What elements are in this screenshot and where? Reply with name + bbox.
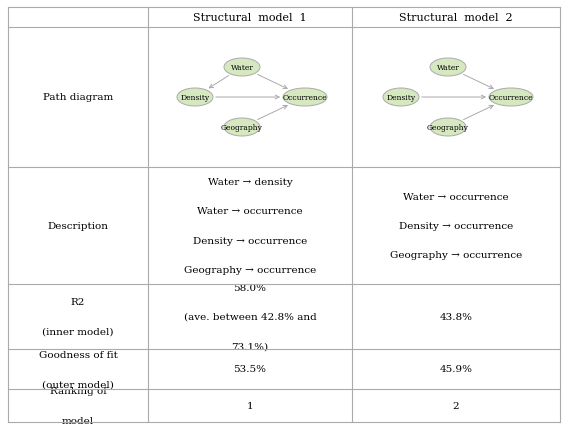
Ellipse shape (430, 59, 466, 77)
Text: 58.0%

(ave. between 42.8% and

73.1%): 58.0% (ave. between 42.8% and 73.1%) (183, 283, 316, 350)
Text: Water → density

Water → occurrence

Density → occurrence

Geography → occurrenc: Water → density Water → occurrence Densi… (184, 178, 316, 274)
Text: Occurrence: Occurrence (283, 94, 327, 102)
Text: Geography: Geography (427, 124, 469, 132)
Ellipse shape (430, 119, 466, 137)
Text: 1: 1 (247, 401, 253, 410)
Ellipse shape (224, 119, 260, 137)
Text: Structural  model  1: Structural model 1 (193, 13, 307, 23)
Text: Ranking of

model: Ranking of model (49, 387, 107, 424)
Text: 2: 2 (453, 401, 460, 410)
Text: Water: Water (437, 64, 460, 72)
Text: 43.8%: 43.8% (440, 312, 473, 321)
Text: Density: Density (181, 94, 210, 102)
Text: Path diagram: Path diagram (43, 93, 113, 102)
Text: Water: Water (231, 64, 253, 72)
Text: 53.5%: 53.5% (233, 365, 266, 374)
Ellipse shape (283, 89, 327, 107)
Text: R2

(inner model): R2 (inner model) (42, 298, 114, 336)
Ellipse shape (224, 59, 260, 77)
Text: Structural  model  2: Structural model 2 (399, 13, 513, 23)
Ellipse shape (177, 89, 213, 107)
Text: Water → occurrence

Density → occurrence

Geography → occurrence: Water → occurrence Density → occurrence … (390, 192, 522, 260)
Text: 45.9%: 45.9% (440, 365, 473, 374)
Ellipse shape (489, 89, 533, 107)
Text: Description: Description (48, 221, 108, 230)
Text: Geography: Geography (221, 124, 263, 132)
Text: Occurrence: Occurrence (488, 94, 533, 102)
Text: Density: Density (386, 94, 416, 102)
Text: Goodness of fit

(outer model): Goodness of fit (outer model) (39, 350, 118, 388)
Ellipse shape (383, 89, 419, 107)
